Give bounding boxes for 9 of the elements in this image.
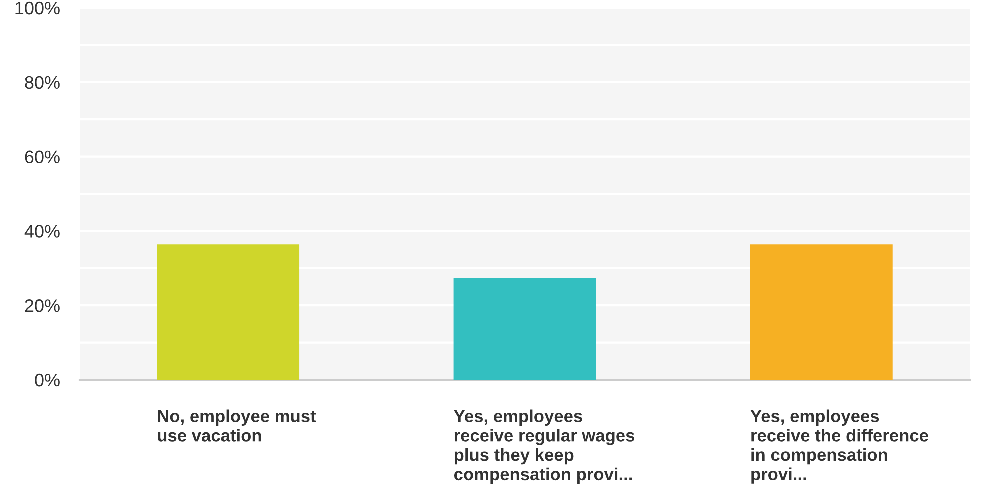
x-tick-label: Yes, employees receive regular wages plus they keep compensation provi... bbox=[454, 410, 635, 484]
y-tick-label: 80% bbox=[25, 76, 60, 90]
y-tick-label: 40% bbox=[24, 225, 60, 238]
y-tick-label: 0% bbox=[35, 374, 60, 387]
y-tick-label: 20% bbox=[25, 300, 60, 312]
x-tick-label: No, employee must use vacation bbox=[158, 410, 316, 442]
y-tick-label: 100% bbox=[16, 2, 60, 15]
x-tick-label: Yes, employees receive the difference in compensation provi... bbox=[750, 410, 928, 484]
y-tick-label: 60% bbox=[25, 150, 60, 164]
